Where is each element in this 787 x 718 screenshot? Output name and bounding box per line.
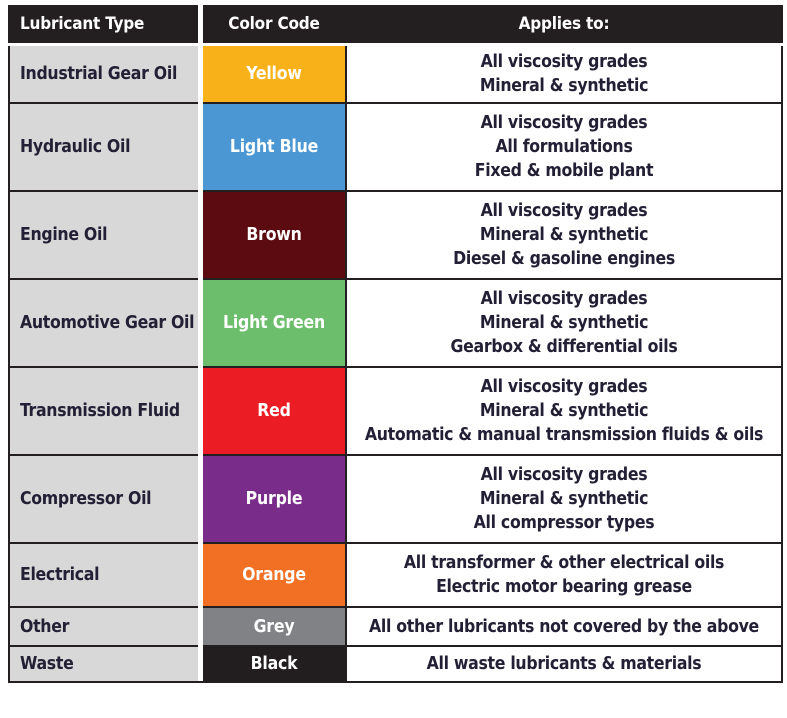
lubricant-type-cell: Compressor Oil [8,456,198,544]
color-swatch: Red [203,368,345,456]
column-gutter [198,280,203,368]
applies-line: All formulations [495,137,633,157]
color-swatch: Black [203,647,345,683]
table-row: Industrial Gear Oil Yellow All viscosity… [8,46,785,104]
lubricant-type-cell: Automotive Gear Oil [8,280,198,368]
applies-line: All viscosity grades [480,465,648,485]
header-applies-to: Applies to: [345,5,783,43]
applies-line: Mineral & synthetic [479,401,649,421]
applies-to-cell: All waste lubricants & materials [345,647,783,683]
applies-line: All other lubricants not covered by the … [369,616,759,637]
table-row: Engine Oil Brown All viscosity grades Mi… [8,192,785,280]
color-swatch: Brown [203,192,345,280]
applies-to-cell: All viscosity grades Mineral & synthetic [345,46,783,104]
column-gutter [198,368,203,456]
applies-line: All viscosity grades [480,52,648,72]
applies-line: Mineral & synthetic [479,76,649,96]
applies-line: Gearbox & differential oils [450,337,678,357]
header-divider [8,43,785,46]
lubricant-type-cell: Electrical [8,544,198,608]
applies-line: Electric motor bearing grease [436,577,692,597]
applies-line: Automatic & manual transmission fluids &… [364,425,764,445]
applies-line: Diesel & gasoline engines [453,249,675,269]
applies-line: All viscosity grades [480,201,648,221]
lubricant-type-cell: Transmission Fluid [8,368,198,456]
lubricant-type-cell: Waste [8,647,198,683]
applies-line: Mineral & synthetic [479,489,649,509]
applies-to-cell: All transformer & other electrical oils … [345,544,783,608]
applies-line: All viscosity grades [480,289,648,309]
lubricant-type-cell: Hydraulic Oil [8,104,198,192]
applies-line: Fixed & mobile plant [474,161,654,181]
applies-to-cell: All other lubricants not covered by the … [345,608,783,647]
lubricant-type-cell: Industrial Gear Oil [8,46,198,104]
column-gutter [198,544,203,608]
color-swatch: Light Green [203,280,345,368]
applies-line: All viscosity grades [480,113,648,133]
table-row: Hydraulic Oil Light Blue All viscosity g… [8,104,785,192]
applies-to-cell: All viscosity grades Mineral & synthetic… [345,368,783,456]
table-row: Automotive Gear Oil Light Green All visc… [8,280,785,368]
column-gutter [198,5,203,43]
applies-line: Mineral & synthetic [479,313,649,333]
column-gutter [198,608,203,647]
applies-to-cell: All viscosity grades Mineral & synthetic… [345,280,783,368]
applies-line: All waste lubricants & materials [426,654,702,674]
lubricant-type-cell: Other [8,608,198,647]
column-gutter [198,456,203,544]
table-row: Compressor Oil Purple All viscosity grad… [8,456,785,544]
column-gutter [198,104,203,192]
applies-line: All transformer & other electrical oils [403,553,725,573]
lubricant-color-code-table: Lubricant Type Color Code Applies to: In… [8,5,785,683]
applies-line: All viscosity grades [480,377,648,397]
applies-to-cell: All viscosity grades Mineral & synthetic… [345,192,783,280]
color-swatch: Orange [203,544,345,608]
column-gutter [198,192,203,280]
color-swatch: Grey [203,608,345,647]
header-color-code: Color Code [203,5,345,43]
lubricant-type-cell: Engine Oil [8,192,198,280]
applies-line: All compressor types [473,513,655,533]
color-swatch: Purple [203,456,345,544]
table-row: Electrical Orange All transformer & othe… [8,544,785,608]
table-header-row: Lubricant Type Color Code Applies to: [8,5,785,43]
color-swatch: Light Blue [203,104,345,192]
column-gutter [198,46,203,104]
table-row: Waste Black All waste lubricants & mater… [8,647,785,683]
column-gutter [198,647,203,683]
color-swatch: Yellow [203,46,345,104]
applies-line: Mineral & synthetic [479,225,649,245]
applies-to-cell: All viscosity grades All formulations Fi… [345,104,783,192]
applies-to-cell: All viscosity grades Mineral & synthetic… [345,456,783,544]
table-row: Transmission Fluid Red All viscosity gra… [8,368,785,456]
table-row: Other Grey All other lubricants not cove… [8,608,785,647]
header-lubricant-type: Lubricant Type [8,5,198,43]
